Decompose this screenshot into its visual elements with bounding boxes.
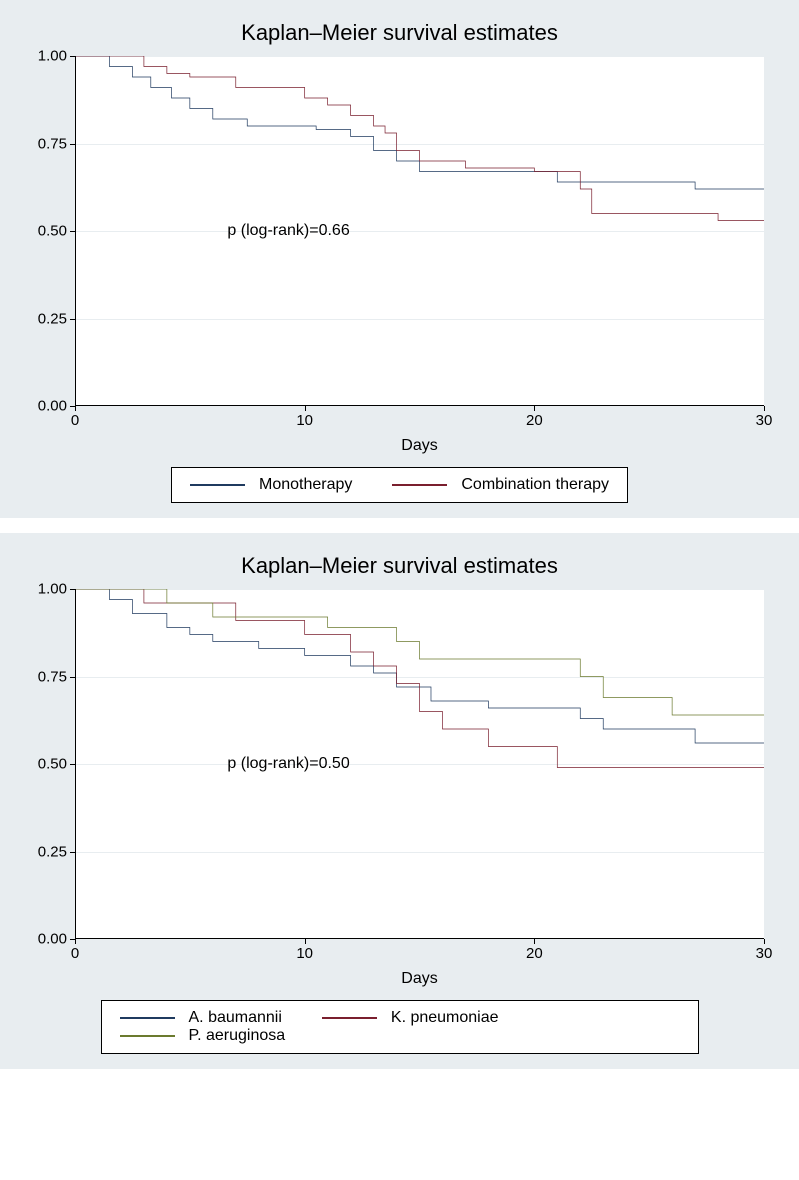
y-tick-label: 0.00	[38, 931, 67, 948]
x-tick-label: 0	[71, 412, 79, 429]
series-line	[75, 589, 764, 768]
legend: Monotherapy Combination therapy	[171, 467, 628, 503]
chart-panel-2: Kaplan–Meier survival estimates p (log-ra…	[0, 533, 799, 1069]
legend: A. baumannii K. pneumoniae P. aeruginosa	[101, 1000, 699, 1054]
y-axis-line	[75, 56, 76, 406]
y-tick-label: 0.75	[38, 135, 67, 152]
x-tick-label: 20	[526, 945, 543, 962]
series-line	[75, 589, 764, 743]
legend-label: A. baumannii	[189, 1009, 282, 1027]
legend-label: P. aeruginosa	[189, 1027, 286, 1045]
legend-swatch	[322, 1017, 377, 1019]
legend-item: Combination therapy	[392, 476, 609, 494]
x-axis: 0102030	[75, 939, 764, 964]
legend-swatch	[120, 1017, 175, 1019]
y-tick-label: 0.75	[38, 668, 67, 685]
chart-title: Kaplan–Meier survival estimates	[20, 553, 779, 579]
plot-area: p (log-rank)=0.660.000.250.500.751.00	[75, 56, 764, 406]
km-curves	[75, 589, 764, 939]
x-tick-mark	[764, 939, 765, 944]
x-tick-label: 10	[296, 945, 313, 962]
x-axis: 0102030	[75, 406, 764, 431]
legend-item: K. pneumoniae	[322, 1009, 499, 1027]
plot-area: p (log-rank)=0.500.000.250.500.751.00	[75, 589, 764, 939]
x-tick-mark	[764, 406, 765, 411]
x-tick-label: 30	[756, 412, 773, 429]
legend-label: K. pneumoniae	[391, 1009, 499, 1027]
y-axis: 0.000.250.500.751.00	[20, 589, 75, 939]
series-line	[75, 56, 764, 221]
legend-item: A. baumannii	[120, 1009, 282, 1027]
y-axis: 0.000.250.500.751.00	[20, 56, 75, 406]
y-tick-label: 0.00	[38, 398, 67, 415]
legend-swatch	[190, 484, 245, 486]
y-axis-line	[75, 589, 76, 939]
y-tick-label: 0.50	[38, 756, 67, 773]
chart-title: Kaplan–Meier survival estimates	[20, 20, 779, 46]
y-tick-label: 0.25	[38, 843, 67, 860]
series-line	[75, 56, 764, 189]
y-tick-label: 1.00	[38, 581, 67, 598]
km-curves	[75, 56, 764, 406]
x-tick-label: 30	[756, 945, 773, 962]
legend-item: Monotherapy	[190, 476, 352, 494]
x-tick-label: 10	[296, 412, 313, 429]
p-value-annotation: p (log-rank)=0.66	[227, 222, 349, 240]
x-axis-label: Days	[75, 970, 764, 988]
y-tick-label: 0.50	[38, 223, 67, 240]
legend-item: P. aeruginosa	[120, 1027, 286, 1045]
legend-swatch	[392, 484, 447, 486]
x-tick-label: 0	[71, 945, 79, 962]
x-axis-label: Days	[75, 437, 764, 455]
x-tick-label: 20	[526, 412, 543, 429]
p-value-annotation: p (log-rank)=0.50	[227, 755, 349, 773]
chart-panel-1: Kaplan–Meier survival estimates p (log-ra…	[0, 0, 799, 518]
y-tick-label: 1.00	[38, 48, 67, 65]
legend-label: Monotherapy	[259, 476, 352, 494]
legend-label: Combination therapy	[461, 476, 609, 494]
legend-swatch	[120, 1035, 175, 1037]
y-tick-label: 0.25	[38, 310, 67, 327]
